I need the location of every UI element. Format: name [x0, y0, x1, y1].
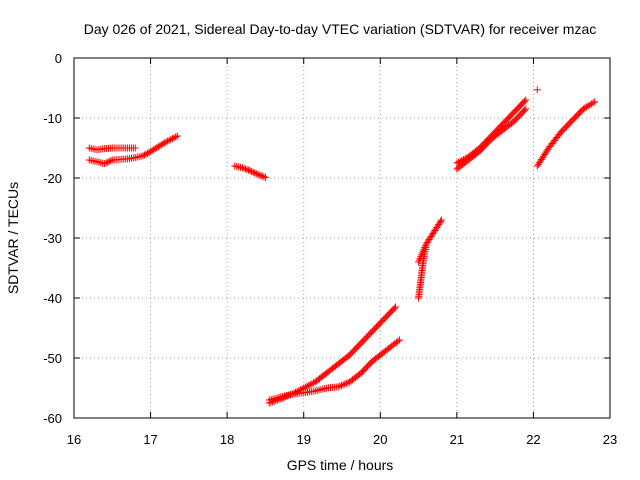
data-point — [522, 105, 530, 113]
x-axis-title: GPS time / hours — [287, 457, 394, 473]
data-point — [252, 170, 260, 178]
data-point — [104, 158, 112, 166]
x-tick-label: 18 — [220, 432, 234, 447]
data-point — [261, 173, 269, 181]
data-point — [344, 379, 352, 387]
data-point — [107, 157, 115, 165]
data-point — [144, 149, 152, 157]
data-point — [172, 133, 180, 141]
data-point — [339, 381, 347, 389]
data-point — [589, 99, 597, 107]
data-point — [145, 148, 153, 156]
data-point — [342, 379, 350, 387]
data-point — [105, 157, 113, 165]
data-point — [522, 96, 530, 104]
y-tick-label: -40 — [43, 291, 62, 306]
data-point — [142, 150, 150, 158]
data-point — [168, 135, 176, 143]
data-point — [162, 138, 170, 146]
data-point — [453, 159, 461, 167]
data-point — [395, 336, 403, 344]
chart-title: Day 026 of 2021, Sidereal Day-to-day VTE… — [84, 21, 597, 37]
data-point — [245, 166, 253, 174]
y-tick-label: -50 — [43, 351, 62, 366]
data-point — [416, 254, 424, 262]
data-point — [303, 382, 311, 390]
data-point — [438, 216, 446, 224]
x-tick-label: 17 — [143, 432, 157, 447]
data-point — [520, 97, 528, 105]
data-point — [173, 132, 181, 140]
data-point — [392, 303, 400, 311]
y-tick-label: 0 — [55, 51, 62, 66]
data-point — [336, 382, 344, 390]
data-point — [248, 168, 256, 176]
data-point — [591, 98, 599, 106]
data-point — [306, 381, 314, 389]
data-point — [249, 168, 257, 176]
data-point — [101, 160, 109, 168]
data-point — [418, 249, 426, 257]
y-tick-label: -30 — [43, 231, 62, 246]
data-point — [164, 137, 172, 145]
data-point — [167, 135, 175, 143]
data-point — [341, 380, 349, 388]
y-tick-labels: 0 -10 -20 -30 -40 -50 -60 — [43, 51, 62, 426]
data-point — [139, 152, 147, 160]
x-tick-label: 21 — [450, 432, 464, 447]
data-point — [418, 251, 426, 259]
data-point — [257, 172, 265, 180]
data-point — [251, 169, 259, 177]
data-points — [85, 86, 599, 407]
x-tick-label: 20 — [373, 432, 387, 447]
data-point — [240, 164, 248, 172]
data-point — [254, 170, 262, 178]
data-point — [160, 139, 168, 147]
data-point — [417, 253, 425, 261]
data-point — [131, 144, 139, 152]
y-tick-label: -20 — [43, 171, 62, 186]
data-point — [420, 245, 428, 253]
data-point — [334, 383, 342, 391]
data-point — [296, 386, 304, 394]
y-axis-title: SDTVAR / TECUs — [5, 182, 21, 294]
data-point — [243, 166, 251, 174]
data-point — [238, 164, 246, 172]
data-point — [170, 134, 178, 142]
data-point — [102, 159, 110, 167]
data-point — [255, 171, 263, 179]
data-point — [415, 256, 423, 264]
data-point — [437, 218, 445, 225]
data-point — [533, 86, 541, 94]
data-point — [260, 173, 268, 181]
data-point — [165, 136, 173, 144]
data-point — [419, 247, 427, 255]
y-tick-label: -10 — [43, 111, 62, 126]
x-tick-label: 23 — [603, 432, 617, 447]
data-point — [421, 242, 429, 250]
data-point — [390, 304, 398, 312]
data-point — [308, 380, 316, 388]
data-point — [337, 381, 345, 389]
y-tick-label: -60 — [43, 411, 62, 426]
data-point — [258, 172, 266, 180]
data-point — [305, 381, 313, 389]
data-point — [242, 165, 250, 173]
grid-lines — [74, 58, 610, 418]
x-tick-label: 16 — [67, 432, 81, 447]
x-tick-label: 22 — [526, 432, 540, 447]
data-point — [421, 244, 429, 252]
x-tick-labels: 16 17 18 19 20 21 22 23 — [67, 432, 617, 447]
x-tick-label: 19 — [296, 432, 310, 447]
axis-ticks — [73, 57, 611, 419]
data-point — [394, 337, 402, 345]
data-point — [415, 258, 423, 266]
data-point — [246, 167, 254, 175]
data-point — [520, 106, 528, 114]
data-point — [140, 151, 148, 159]
